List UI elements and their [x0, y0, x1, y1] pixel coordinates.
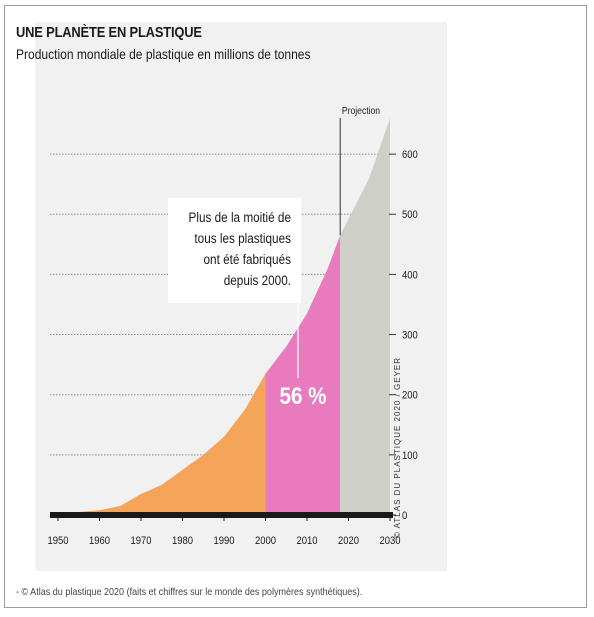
chart-title: UNE PLANÈTE EN PLASTIQUE: [16, 24, 202, 41]
x-tick-label-1990: 1990: [213, 535, 234, 547]
figure-caption: - © Atlas du plastique 2020 (faits et ch…: [16, 586, 363, 598]
share-value-label: 56 %: [279, 383, 326, 410]
x-tick-label-1950: 1950: [47, 535, 68, 547]
annotation-line-3: ont été fabriqués: [204, 251, 291, 267]
area-segment-1950-2000: [58, 373, 266, 515]
annotation-box: [168, 198, 301, 303]
y-tick-label-200: 200: [402, 390, 418, 402]
x-tick-label-1980: 1980: [172, 535, 193, 547]
area-segment-2018-2030: [340, 118, 390, 515]
y-tick-label-100: 100: [402, 450, 418, 462]
annotations: Projection Plus de la moitié de tous les p…: [168, 105, 380, 409]
y-tick-label-300: 300: [402, 330, 418, 342]
y-tick-label-600: 600: [402, 150, 418, 162]
x-tick-label-2010: 2010: [296, 535, 317, 547]
chart-subtitle: Production mondiale de plastique en mill…: [16, 46, 311, 62]
y-tick-label-400: 400: [402, 270, 418, 282]
annotation-line-1: Plus de la moitié de: [189, 209, 291, 225]
annotation-line-4: depuis 2000.: [224, 272, 291, 288]
area-segments: [58, 118, 390, 516]
x-tick-label-2030: 2030: [379, 535, 400, 547]
annotation-line-2: tous les plastiques: [194, 230, 291, 246]
x-tick-label-2020: 2020: [338, 535, 359, 547]
x-tick-label-1970: 1970: [130, 535, 151, 547]
area-segment-2000-2018: [265, 235, 341, 516]
y-tick-label-0: 0: [402, 510, 408, 522]
axes: 0 100 200 300 400 500 600 1950 1960 1970 1980 1990 2…: [47, 150, 418, 548]
x-axis-baseline: [50, 512, 393, 518]
y-tick-label-500: 500: [402, 210, 418, 222]
x-tick-label-2000: 2000: [255, 535, 276, 547]
projection-label: Projection: [342, 105, 380, 116]
x-tick-label-1960: 1960: [89, 535, 110, 547]
source-credit: © ATLAS DU PLASTIQUE 2020 / GEYER: [393, 356, 402, 538]
